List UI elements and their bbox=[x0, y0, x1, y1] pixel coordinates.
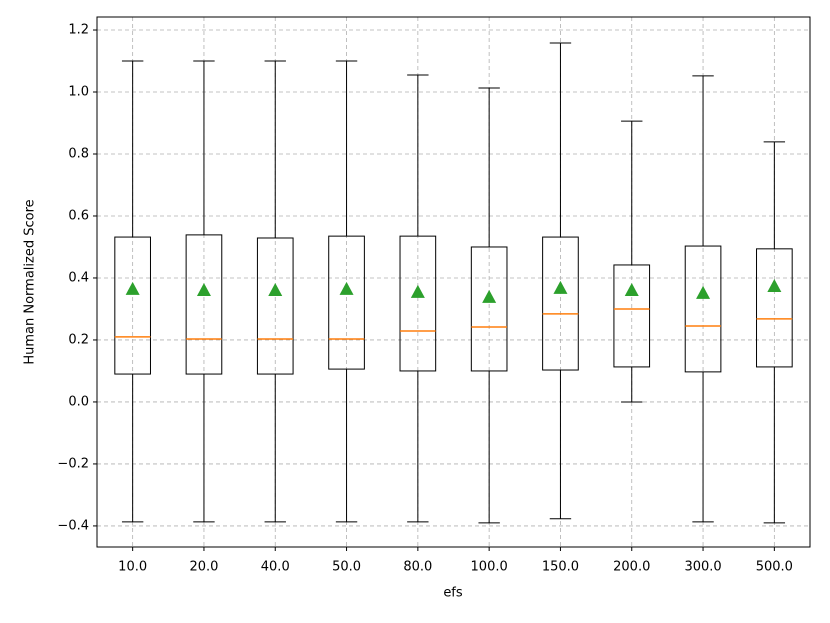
y-axis-label: Human Normalized Score bbox=[23, 199, 38, 364]
x-tick-label: 20.0 bbox=[189, 560, 218, 575]
box bbox=[185, 234, 223, 375]
y-tick-label: 0.6 bbox=[68, 208, 89, 223]
box bbox=[114, 236, 151, 375]
mean bbox=[553, 280, 568, 294]
y-tick-label: 0.2 bbox=[68, 332, 89, 347]
x-tick-label: 40.0 bbox=[261, 560, 290, 575]
x-tick-label: 10.0 bbox=[118, 560, 147, 575]
mean bbox=[196, 283, 211, 297]
x-tick-label: 50.0 bbox=[332, 560, 361, 575]
mean bbox=[268, 283, 283, 297]
x-axis-label: efs bbox=[443, 586, 463, 601]
box bbox=[256, 237, 294, 375]
y-tick-label: 0.0 bbox=[68, 394, 89, 409]
plot-frame bbox=[96, 16, 811, 548]
mean bbox=[696, 285, 711, 299]
mean bbox=[410, 284, 425, 298]
x-tick-label: 200.0 bbox=[613, 560, 650, 575]
y-tick-label: 1.2 bbox=[68, 23, 89, 38]
mean bbox=[482, 289, 497, 303]
mean bbox=[767, 279, 782, 293]
x-tick-label: 100.0 bbox=[471, 560, 508, 575]
y-tick-label: −0.4 bbox=[57, 518, 89, 533]
box bbox=[613, 264, 651, 368]
y-tick-label: 0.4 bbox=[68, 270, 89, 285]
x-tick-label: 80.0 bbox=[403, 560, 432, 575]
box bbox=[684, 245, 722, 373]
mean bbox=[339, 281, 354, 295]
x-tick-label: 500.0 bbox=[756, 560, 793, 575]
box bbox=[756, 248, 793, 368]
y-tick-label: −0.2 bbox=[57, 456, 89, 471]
box bbox=[470, 246, 508, 372]
box bbox=[328, 235, 365, 370]
box bbox=[399, 235, 437, 372]
mean bbox=[125, 281, 140, 295]
x-tick-label: 150.0 bbox=[542, 560, 579, 575]
mean bbox=[624, 283, 639, 297]
y-tick-label: 0.8 bbox=[68, 146, 89, 161]
x-tick-label: 300.0 bbox=[684, 560, 721, 575]
box bbox=[542, 236, 579, 371]
y-tick-label: 1.0 bbox=[68, 85, 89, 100]
